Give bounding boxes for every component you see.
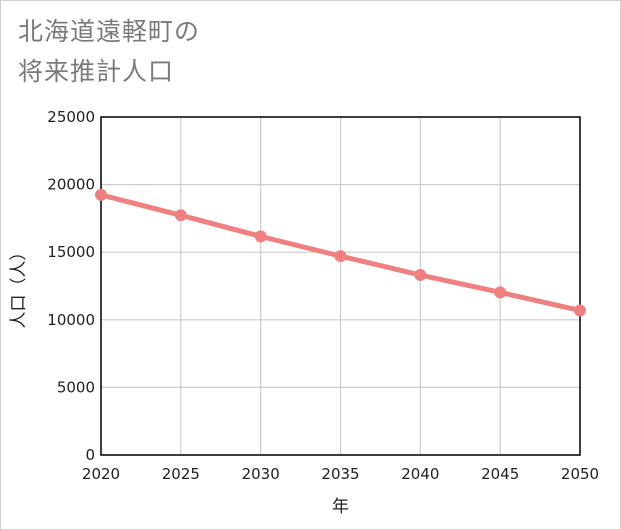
plot-area — [100, 116, 581, 456]
data-point — [574, 304, 586, 317]
y-tick-label: 0 — [85, 446, 95, 464]
data-point — [174, 209, 187, 222]
x-tick-label: 2020 — [82, 465, 120, 483]
data-point — [334, 250, 347, 263]
y-axis-ticks: 0 5000 10000 15000 20000 25000 — [47, 108, 95, 464]
x-tick-label: 2030 — [242, 465, 280, 483]
grid-lines — [100, 116, 581, 456]
data-point — [95, 188, 107, 201]
y-tick-label: 15000 — [47, 243, 95, 261]
chart-title: 北海道遠軽町の 将来推計人口 — [18, 12, 200, 92]
y-axis-title: 人口（人） — [9, 244, 29, 329]
x-tick-label: 2040 — [401, 465, 439, 483]
chart-title-line-1: 北海道遠軽町の — [18, 17, 201, 46]
y-tick-label: 5000 — [57, 378, 95, 396]
x-axis-title: 年 — [332, 497, 349, 517]
data-point — [494, 286, 507, 299]
series-layer — [95, 188, 586, 317]
data-point — [414, 269, 427, 282]
x-tick-label: 2050 — [561, 465, 599, 483]
x-tick-label: 2035 — [321, 465, 359, 483]
y-tick-label: 20000 — [47, 176, 95, 194]
x-tick-label: 2025 — [162, 465, 200, 483]
x-tick-label: 2045 — [481, 465, 519, 483]
data-point — [254, 230, 267, 243]
chart-title-line-2: 将来推計人口 — [18, 57, 175, 86]
y-tick-label: 10000 — [47, 311, 95, 329]
y-tick-label: 25000 — [47, 108, 95, 126]
x-axis-ticks: 2020 2025 2030 2035 2040 2045 2050 — [82, 465, 599, 483]
